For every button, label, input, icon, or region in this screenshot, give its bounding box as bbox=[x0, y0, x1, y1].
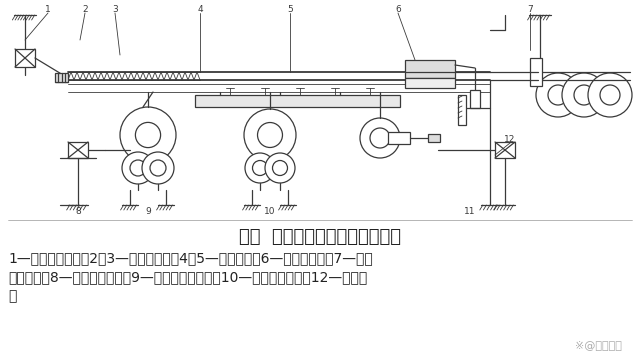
Circle shape bbox=[360, 118, 400, 158]
Circle shape bbox=[136, 122, 161, 148]
Bar bbox=[68, 142, 88, 158]
Text: 4: 4 bbox=[197, 5, 203, 14]
Circle shape bbox=[253, 161, 268, 175]
Text: 6: 6 bbox=[395, 5, 401, 14]
Circle shape bbox=[588, 73, 632, 117]
Circle shape bbox=[142, 152, 174, 184]
Bar bbox=[15, 49, 35, 67]
Text: 11: 11 bbox=[464, 208, 476, 217]
Bar bbox=[458, 95, 466, 125]
Text: ※@让云轴承: ※@让云轴承 bbox=[575, 340, 622, 350]
Circle shape bbox=[257, 122, 282, 148]
Text: 图二  步进式冷床工作原理示意图: 图二 步进式冷床工作原理示意图 bbox=[239, 228, 401, 246]
Circle shape bbox=[265, 153, 295, 183]
Circle shape bbox=[600, 85, 620, 105]
Circle shape bbox=[122, 152, 154, 184]
Circle shape bbox=[548, 85, 568, 105]
Text: 3: 3 bbox=[112, 5, 118, 14]
Bar bbox=[405, 78, 455, 88]
Text: 7: 7 bbox=[527, 5, 533, 14]
Bar bbox=[530, 58, 542, 86]
Bar bbox=[470, 90, 480, 108]
Bar bbox=[428, 134, 440, 142]
Circle shape bbox=[562, 73, 606, 117]
Circle shape bbox=[536, 73, 580, 117]
Text: 置: 置 bbox=[8, 289, 17, 303]
Text: 12: 12 bbox=[504, 135, 516, 144]
Bar bbox=[405, 60, 455, 78]
Circle shape bbox=[130, 160, 146, 176]
Text: 2: 2 bbox=[82, 5, 88, 14]
Circle shape bbox=[245, 153, 275, 183]
Text: 辊道装置，8—拨料装置电机，9—拨料装置减速机，10—动齿条减速机，12—移鈢装: 辊道装置，8—拨料装置电机，9—拨料装置减速机，10—动齿条减速机，12—移鈢装 bbox=[8, 270, 367, 284]
Circle shape bbox=[120, 107, 176, 163]
Text: 1—输入辊道装置，2、3—上卶鈢装置，4、5—冷床本体，6—成排链装置，7—输出: 1—输入辊道装置，2、3—上卶鈢装置，4、5—冷床本体，6—成排链装置，7—输出 bbox=[8, 251, 372, 265]
Text: 10: 10 bbox=[264, 208, 276, 217]
Text: 1: 1 bbox=[45, 5, 51, 14]
Bar bbox=[495, 142, 515, 158]
Text: 5: 5 bbox=[287, 5, 293, 14]
Circle shape bbox=[244, 109, 296, 161]
Bar bbox=[55, 73, 68, 82]
Circle shape bbox=[574, 85, 594, 105]
Bar bbox=[195, 95, 400, 107]
Text: 9: 9 bbox=[145, 208, 151, 217]
Circle shape bbox=[273, 161, 287, 175]
Circle shape bbox=[150, 160, 166, 176]
Circle shape bbox=[370, 128, 390, 148]
Bar bbox=[388, 132, 410, 144]
Text: 8: 8 bbox=[75, 208, 81, 217]
